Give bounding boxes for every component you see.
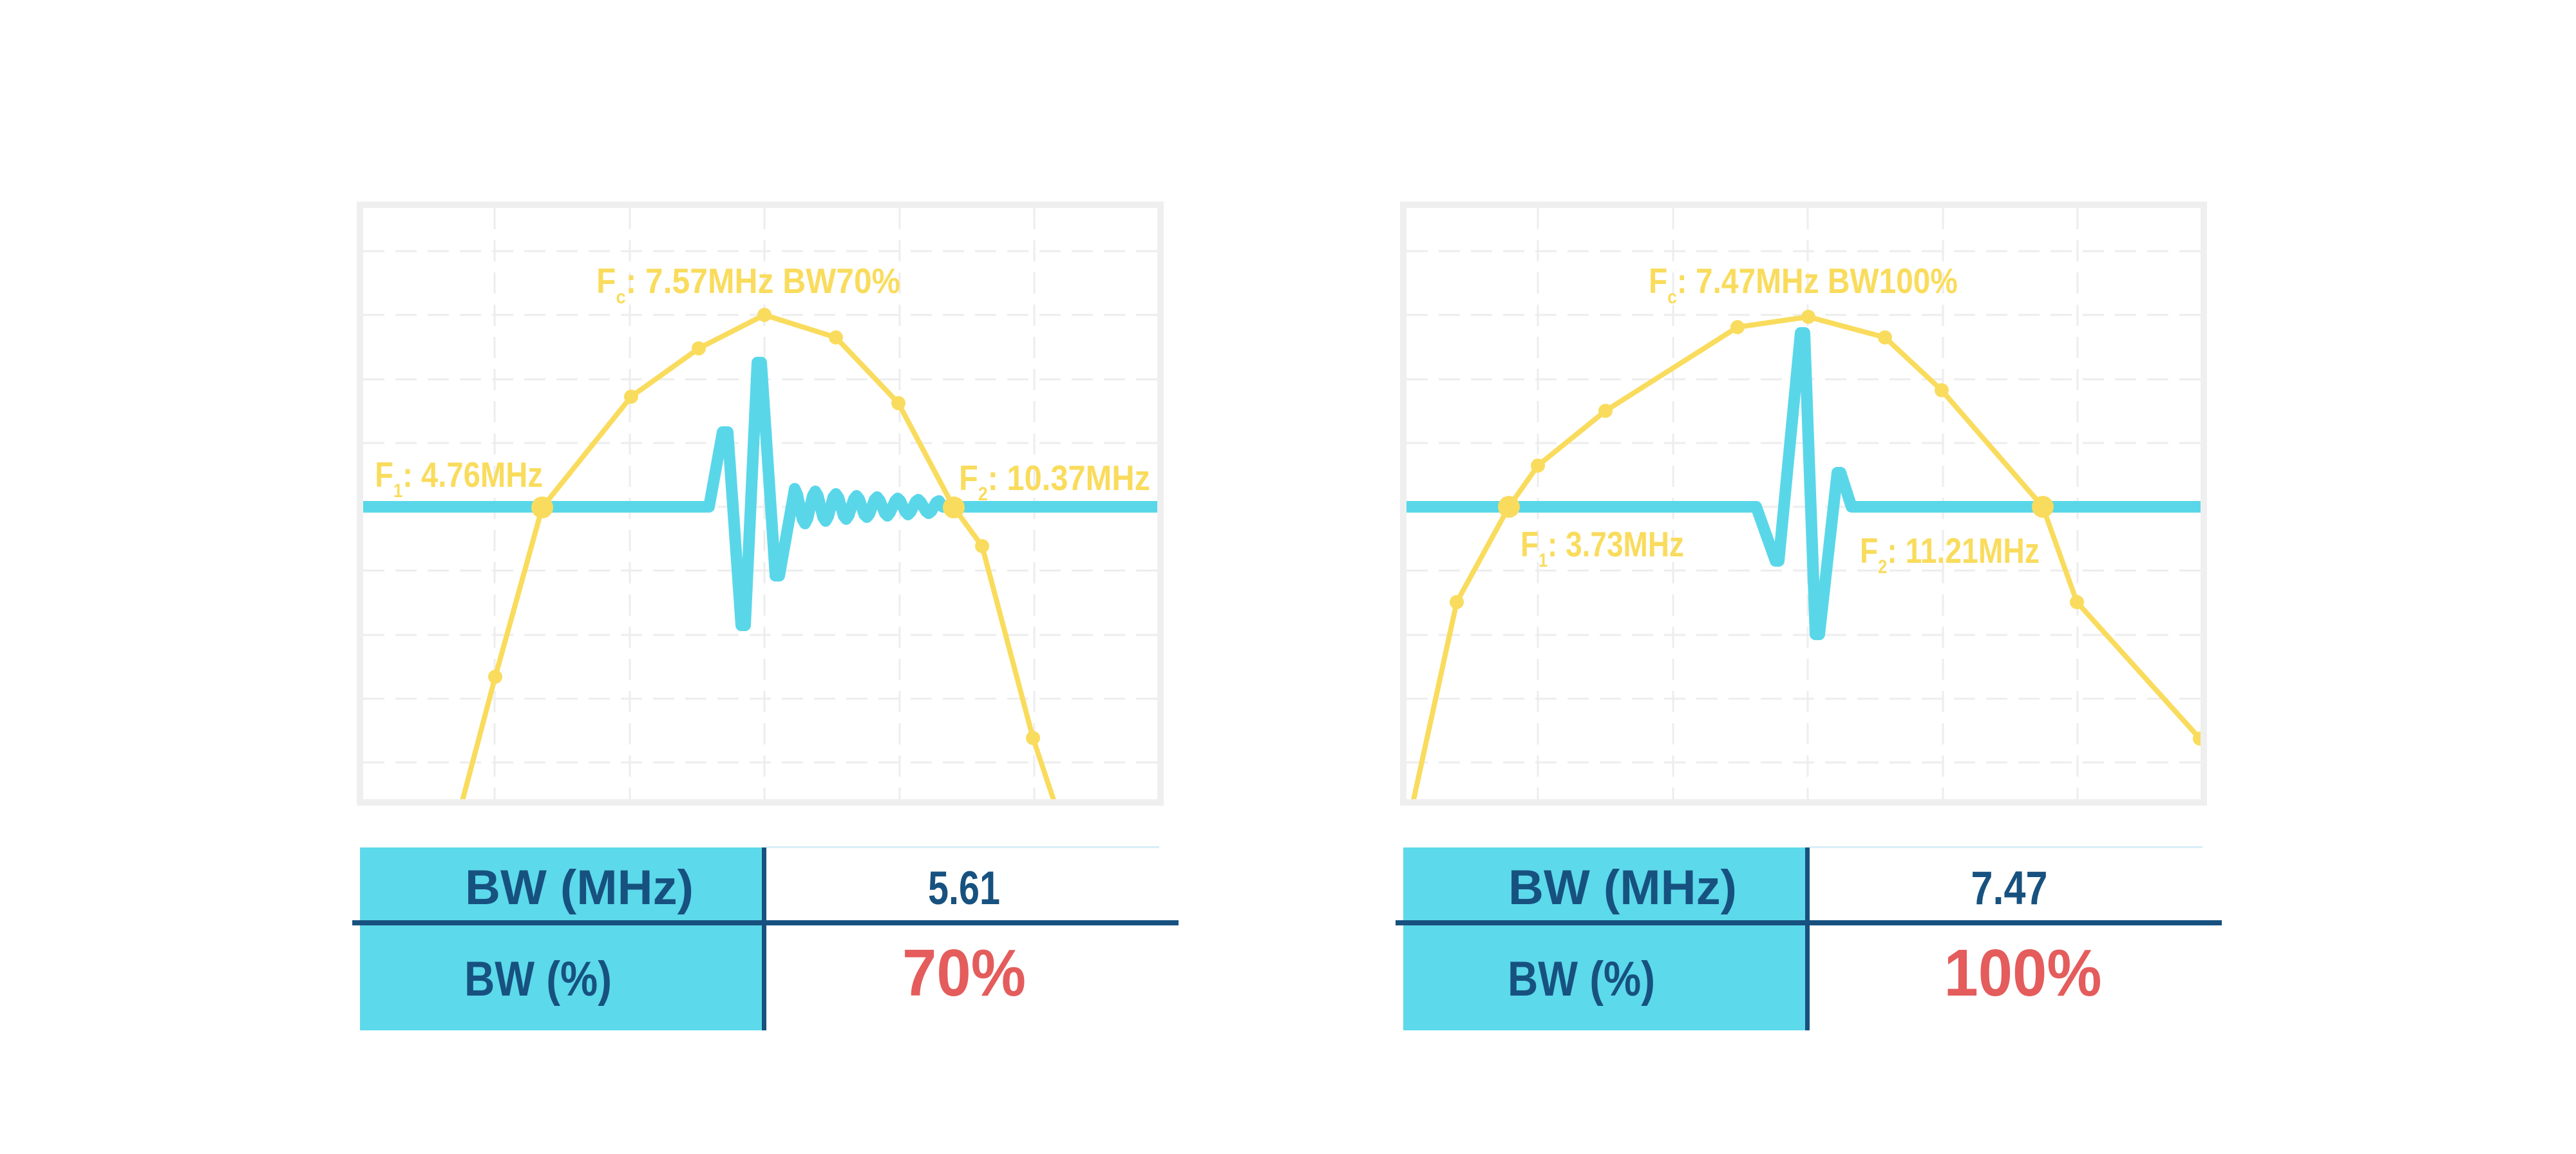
svg-text:7.47: 7.47 [1971,862,2048,914]
svg-text:Fc​: 7.47MHz BW100%: Fc​: 7.47MHz BW100% [1649,261,1958,308]
svg-text:5.61: 5.61 [928,862,1000,914]
svg-text:70%: 70% [902,936,1026,1010]
svg-text:F1​: 3.73MHz: F1​: 3.73MHz [1520,524,1684,571]
svg-text:BW (%): BW (%) [1508,952,1655,1007]
svg-text:F2​: 11.21MHz: F2​: 11.21MHz [1860,531,2040,578]
svg-text:BW (MHz): BW (MHz) [465,860,694,915]
svg-text:F2​: 10.37MHz: F2​: 10.37MHz [959,458,1150,505]
svg-text:Fc​: 7.57MHz BW70%: Fc​: 7.57MHz BW70% [596,261,900,308]
svg-text:F1​: 4.76MHz: F1​: 4.76MHz [375,455,543,502]
svg-text:BW (MHz): BW (MHz) [1508,860,1737,915]
svg-text:BW (%): BW (%) [464,952,612,1007]
svg-text:100%: 100% [1944,936,2102,1010]
